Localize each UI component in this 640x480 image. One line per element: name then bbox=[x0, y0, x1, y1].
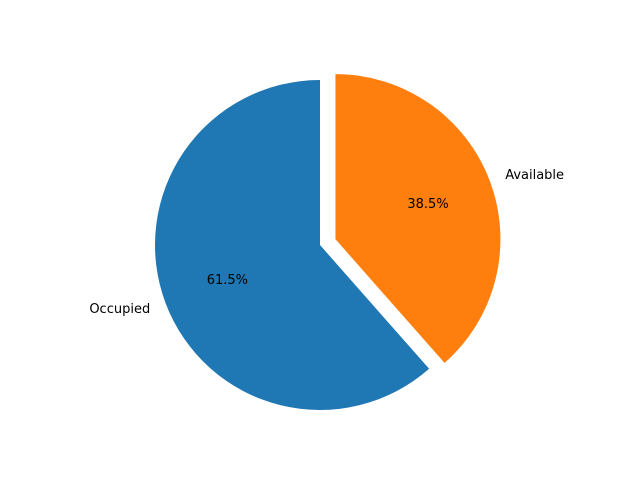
pie-slices bbox=[155, 74, 501, 410]
slice-pct-occupied: 61.5% bbox=[207, 273, 248, 288]
slice-label-available: Available bbox=[505, 168, 564, 183]
pie-labels: Occupied 61.5% Available 38.5% bbox=[89, 168, 564, 317]
pie-slice-available bbox=[335, 74, 501, 363]
slice-pct-available: 38.5% bbox=[407, 197, 448, 212]
pie-slice-occupied bbox=[155, 80, 430, 410]
slice-label-occupied: Occupied bbox=[89, 302, 150, 317]
